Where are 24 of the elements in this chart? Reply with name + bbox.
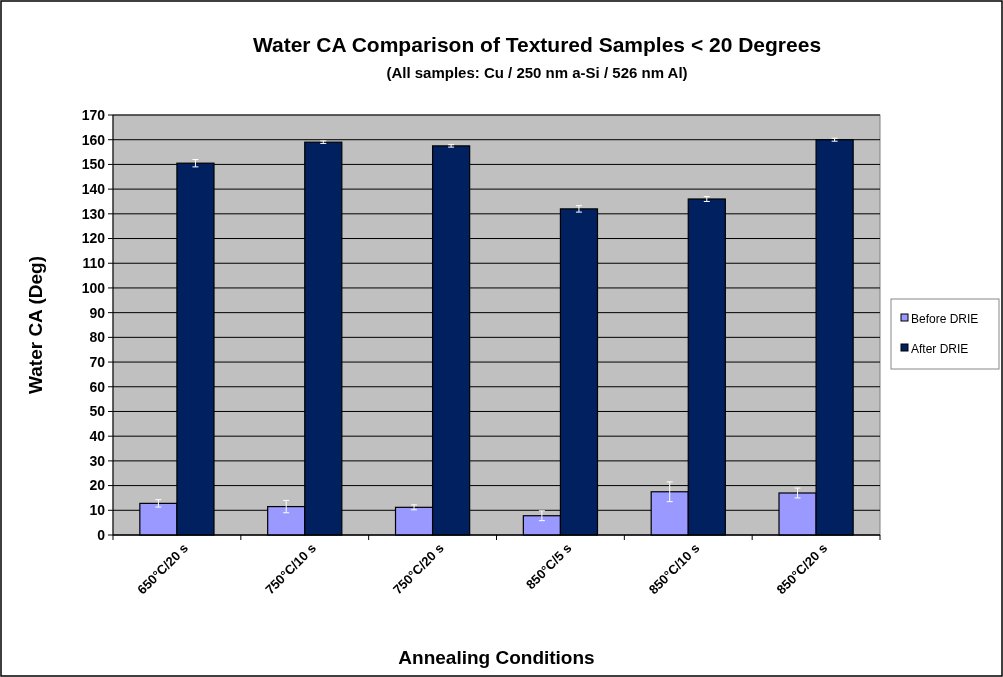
y-tick-label: 160 bbox=[81, 131, 106, 148]
y-tick-label: 150 bbox=[81, 156, 106, 173]
y-tick-label: 80 bbox=[89, 329, 106, 346]
y-tick-label: 50 bbox=[89, 403, 106, 420]
y-tick-label: 40 bbox=[89, 428, 106, 445]
y-tick-label: 20 bbox=[89, 477, 106, 494]
legend-label: Before DRIE bbox=[911, 312, 979, 327]
y-tick-label: 140 bbox=[81, 181, 106, 198]
y-tick-label: 100 bbox=[81, 279, 106, 296]
y-axis-title: Water CA (Deg) bbox=[25, 256, 46, 394]
y-tick-label: 130 bbox=[81, 205, 106, 222]
y-tick-label: 110 bbox=[82, 255, 106, 272]
y-tick-label: 90 bbox=[89, 304, 106, 321]
y-tick-label: 60 bbox=[89, 378, 106, 395]
chart-subtitle: (All samples: Cu / 250 nm a-Si / 526 nm Al) bbox=[386, 64, 688, 81]
y-tick-label: 120 bbox=[81, 230, 106, 247]
y-tick-label: 170 bbox=[81, 106, 106, 123]
legend-label: After DRIE bbox=[911, 342, 969, 357]
y-tick-label: 10 bbox=[89, 502, 106, 519]
y-tick-label: 70 bbox=[89, 353, 106, 370]
x-axis-title: Annealing Conditions bbox=[398, 647, 595, 668]
y-tick-label: 30 bbox=[89, 452, 106, 469]
y-tick-label: 0 bbox=[97, 526, 106, 543]
chart-title: Water CA Comparison of Textured Samples < 20 Degrees bbox=[252, 33, 822, 56]
